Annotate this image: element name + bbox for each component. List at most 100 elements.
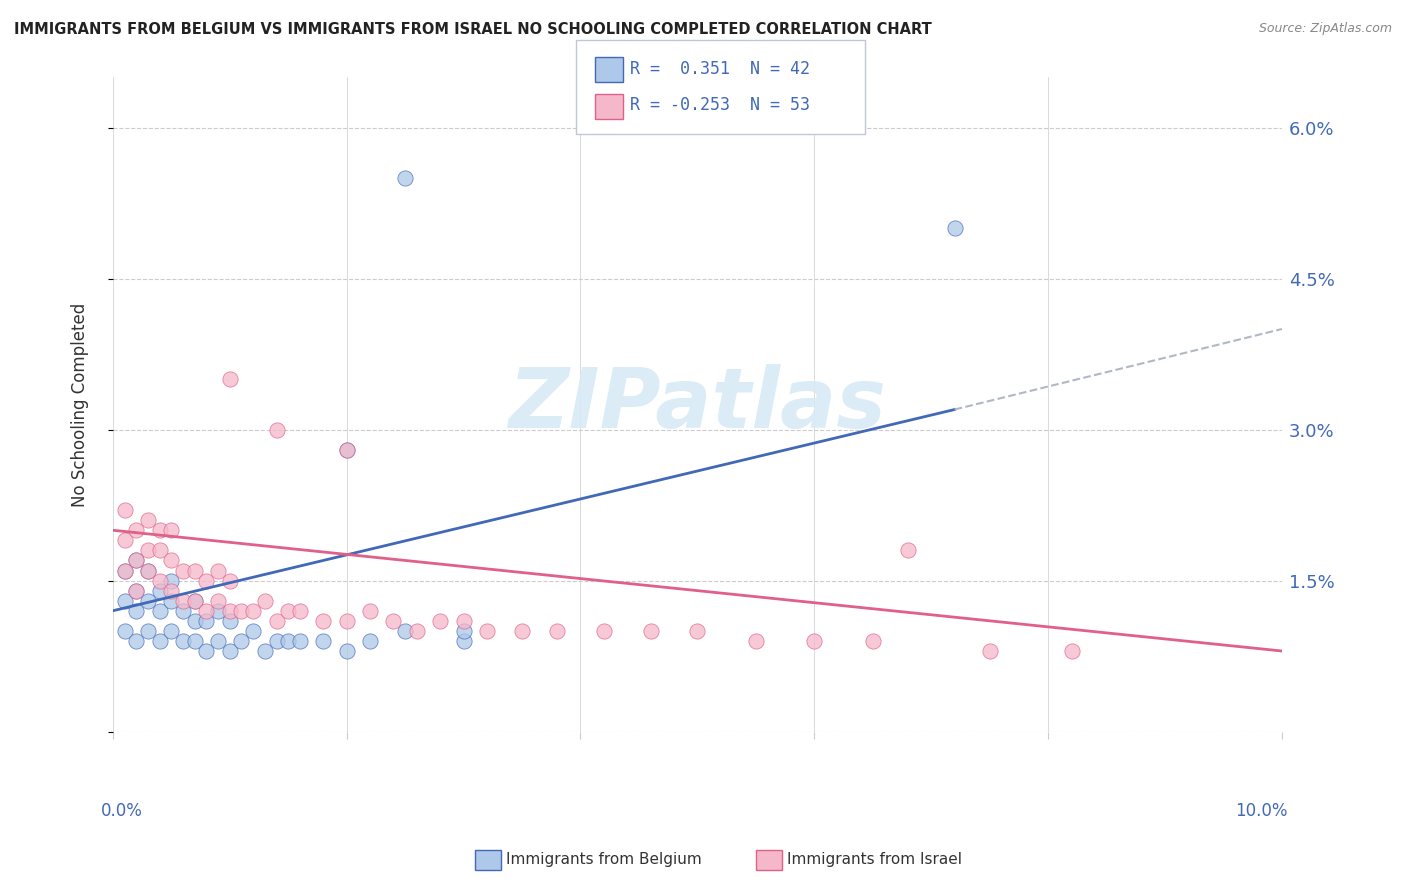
Point [207,604,229,618]
Point [359,634,381,648]
Point [149,574,172,588]
Point [183,593,205,607]
Point [114,593,136,607]
Point [136,593,159,607]
Point [253,644,276,658]
Point [125,553,148,567]
Point [510,624,533,638]
Point [979,644,1001,658]
Point [160,593,183,607]
Point [172,604,194,618]
Point [114,533,136,548]
Text: Immigrants from Israel: Immigrants from Israel [787,853,962,867]
Point [218,372,240,386]
Point [183,634,205,648]
Text: R =  0.351  N = 42: R = 0.351 N = 42 [630,60,810,78]
Point [136,543,159,558]
Text: ZIPatlas: ZIPatlas [509,364,886,445]
Point [288,604,311,618]
Point [195,644,218,658]
Point [218,614,240,628]
Point [125,604,148,618]
Point [312,634,335,648]
Point [336,644,359,658]
Point [125,583,148,598]
Point [231,634,253,648]
Point [312,614,335,628]
Point [359,604,381,618]
Point [242,604,264,618]
Point [195,614,218,628]
Point [336,442,359,457]
Point [183,564,205,578]
Point [218,644,240,658]
Point [195,574,218,588]
Point [288,634,311,648]
Point [160,583,183,598]
Point [114,564,136,578]
Point [125,553,148,567]
Point [453,634,475,648]
Point [253,593,276,607]
Point [277,604,299,618]
Text: Source: ZipAtlas.com: Source: ZipAtlas.com [1258,22,1392,36]
Point [394,624,416,638]
Point [475,624,498,638]
Point [640,624,662,638]
Point [114,624,136,638]
Point [336,614,359,628]
Point [943,221,966,235]
Point [136,513,159,527]
Point [149,604,172,618]
Point [382,614,405,628]
Point [195,604,218,618]
Point [172,634,194,648]
Point [125,583,148,598]
Point [218,574,240,588]
Point [207,593,229,607]
Point [136,624,159,638]
Text: Immigrants from Belgium: Immigrants from Belgium [506,853,702,867]
Text: 10.0%: 10.0% [1236,802,1288,820]
Point [803,634,825,648]
Point [336,442,359,457]
Point [405,624,427,638]
Point [266,634,288,648]
Point [160,574,183,588]
Point [172,593,194,607]
Text: 0.0%: 0.0% [101,802,143,820]
Point [686,624,709,638]
Point [160,553,183,567]
Point [242,624,264,638]
Point [266,614,288,628]
Y-axis label: No Schooling Completed: No Schooling Completed [72,302,89,507]
Point [231,604,253,618]
Point [218,604,240,618]
Point [125,634,148,648]
Point [149,583,172,598]
Point [149,634,172,648]
Point [897,543,920,558]
Point [592,624,614,638]
Point [136,564,159,578]
Point [183,614,205,628]
Point [546,624,568,638]
Text: IMMIGRANTS FROM BELGIUM VS IMMIGRANTS FROM ISRAEL NO SCHOOLING COMPLETED CORRELA: IMMIGRANTS FROM BELGIUM VS IMMIGRANTS FR… [14,22,932,37]
Point [394,171,416,186]
Point [745,634,768,648]
Point [160,624,183,638]
Point [114,503,136,517]
Point [453,614,475,628]
Point [149,523,172,537]
Point [125,523,148,537]
Point [160,523,183,537]
Text: R = -0.253  N = 53: R = -0.253 N = 53 [630,96,810,114]
Point [183,593,205,607]
Point [453,624,475,638]
Point [149,543,172,558]
Point [207,564,229,578]
Point [266,423,288,437]
Point [207,634,229,648]
Point [136,564,159,578]
Point [862,634,884,648]
